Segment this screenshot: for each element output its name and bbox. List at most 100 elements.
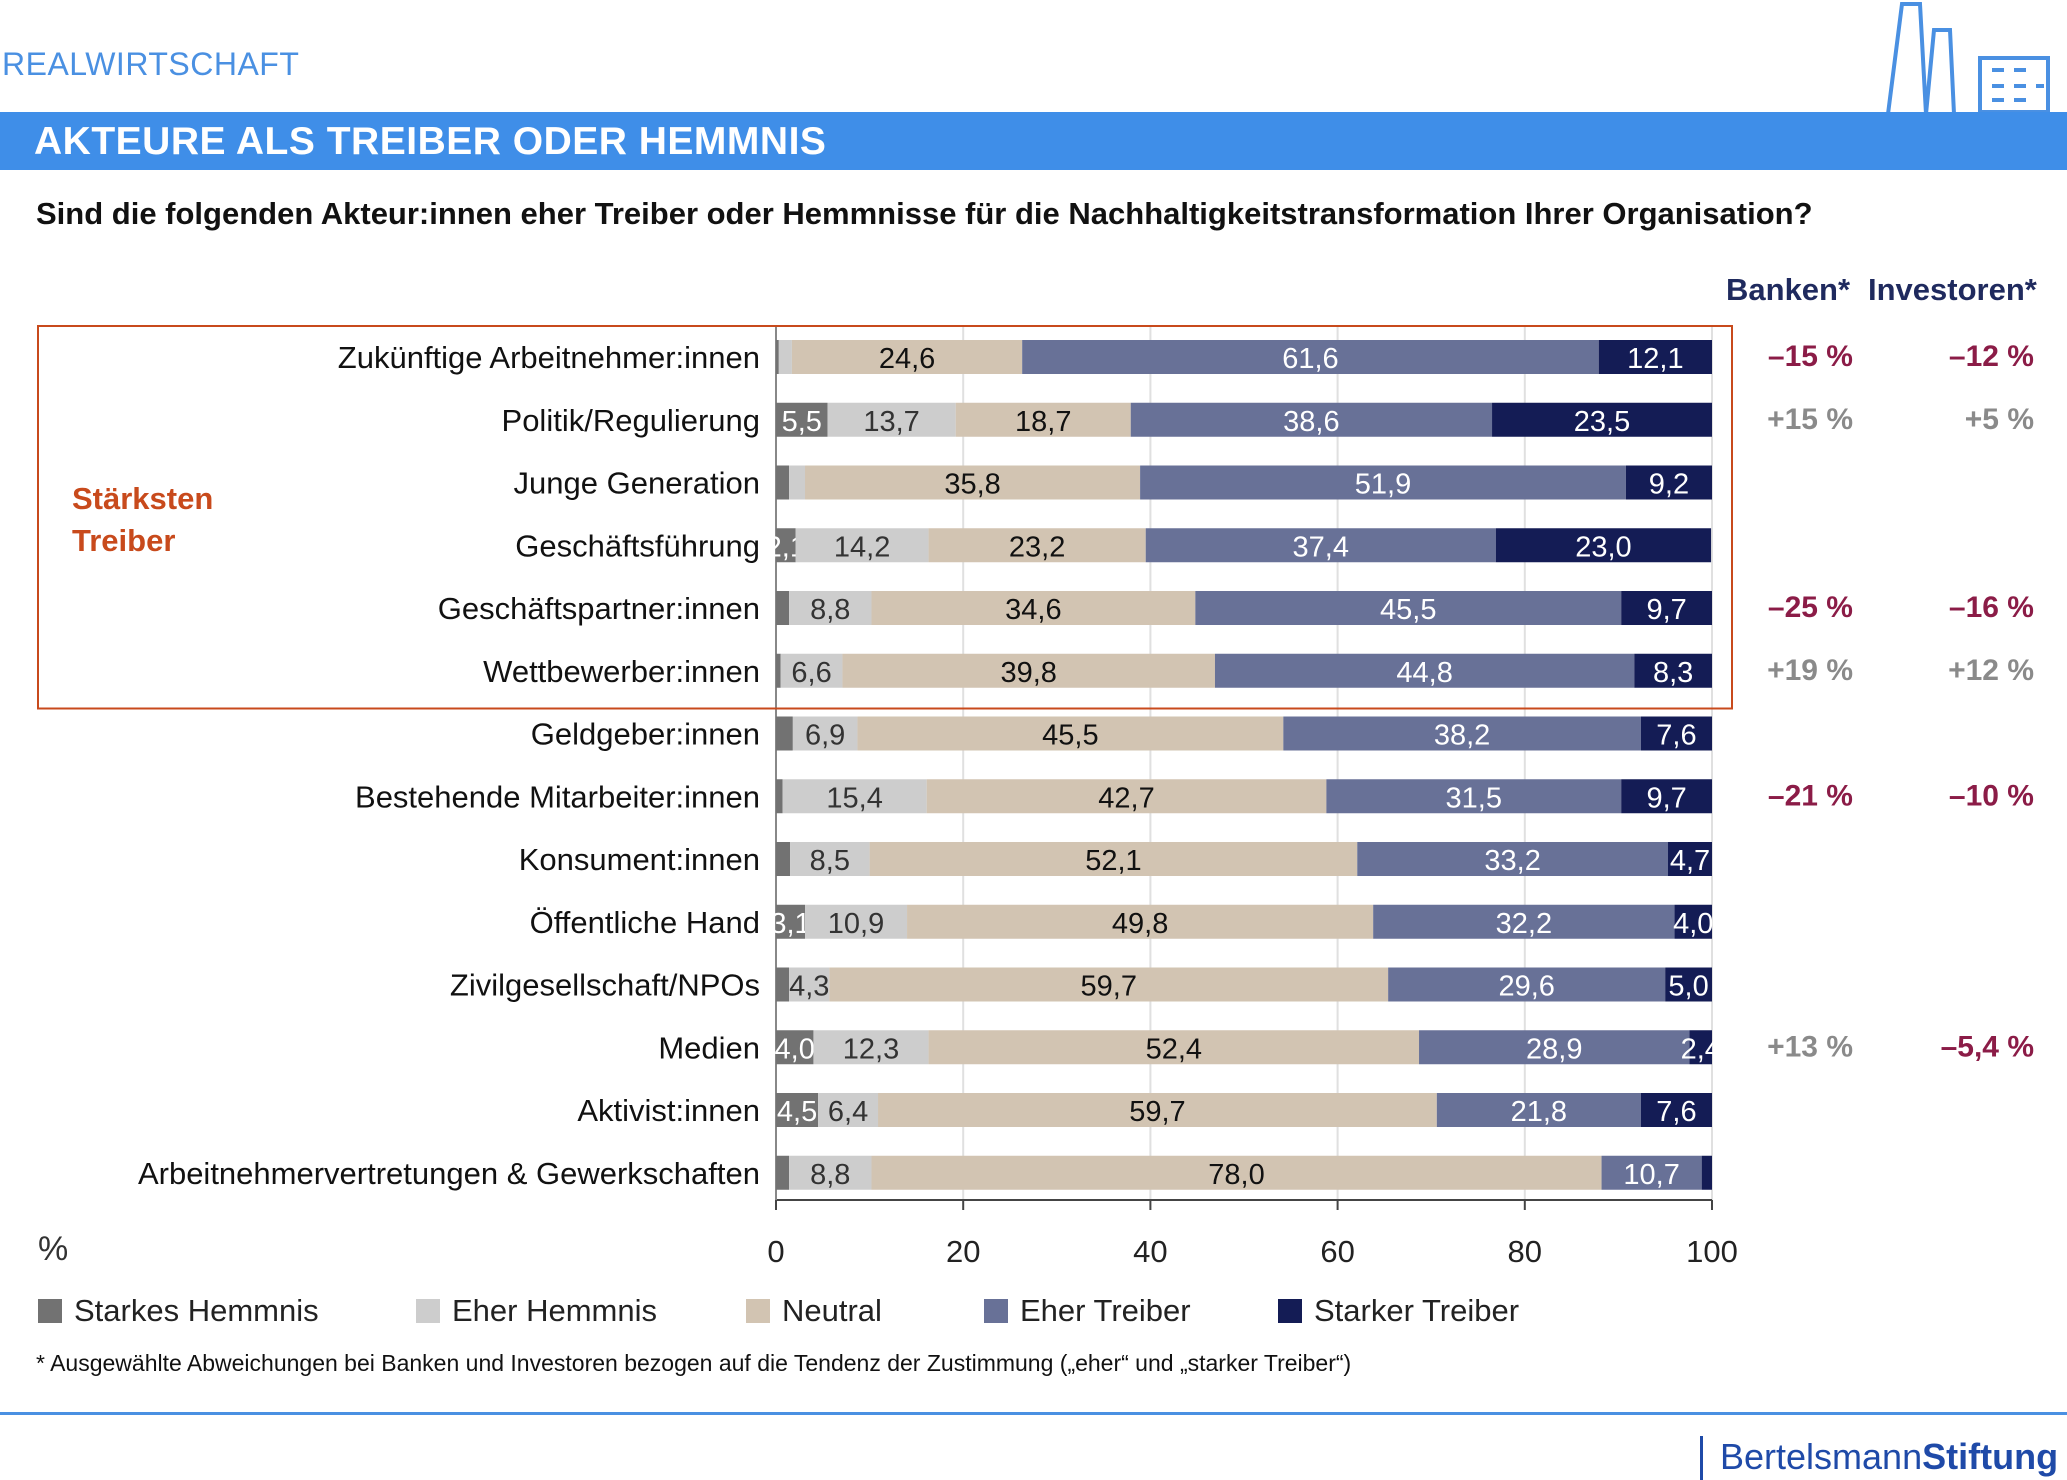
data-label-rather-driver: 33,2 (1484, 845, 1540, 877)
data-label-neutral: 24,6 (879, 343, 935, 375)
data-label-neutral: 59,7 (1081, 971, 1137, 1003)
bar-segment-strong-driver (1495, 528, 1712, 563)
data-label-rather-obstacle: 12,3 (843, 1033, 899, 1065)
bar-segment-strong-obstacle (776, 591, 790, 625)
bar-segment-neutral (878, 1093, 1437, 1127)
investors-delta: –16 % (1949, 591, 2034, 624)
bar-segment-rather-driver (1214, 653, 1635, 688)
section-label: REALWIRTSCHAFT (2, 46, 300, 82)
legend-label-strong-driver: Starker Treiber (1314, 1293, 1519, 1328)
bar-segment-strong-obstacle (776, 1155, 790, 1190)
category-label: Öffentliche Hand (530, 905, 760, 940)
data-label-strong-driver: 9,7 (1646, 594, 1686, 626)
investors-delta: –5,4 % (1941, 1030, 2034, 1063)
data-label-neutral: 78,0 (1208, 1159, 1264, 1191)
bar-segment-neutral (791, 340, 1023, 374)
data-label-rather-driver: 51,9 (1355, 469, 1411, 501)
bar-segment-rather-driver (1357, 842, 1669, 876)
bar-segment-strong-driver (1640, 1093, 1712, 1127)
bar-segment-strong-driver (1701, 1155, 1712, 1190)
legend-swatch-strong-obstacle (38, 1299, 62, 1323)
bar-segment-strong-obstacle (776, 967, 790, 1002)
data-label-strong-driver: 5,0 (1668, 971, 1708, 1003)
x-tick-label: 0 (767, 1234, 784, 1269)
bar-segment-rather-driver (1145, 528, 1496, 563)
bar-segment-strong-obstacle (776, 842, 791, 876)
bar-segment-strong-obstacle (776, 528, 796, 563)
legend-swatch-rather-obstacle (416, 1299, 440, 1323)
data-label-strong-obstacle: 5,5 (782, 406, 822, 438)
brand-part2: Stiftung (1922, 1436, 2059, 1477)
bar-segment-strong-driver (1674, 904, 1712, 939)
investors-delta: +5 % (1965, 403, 2034, 436)
bar-segment-strong-driver (1689, 1030, 1712, 1065)
data-label-strong-driver: 7,6 (1656, 720, 1696, 752)
bar-segment-rather-obstacle (789, 591, 872, 625)
bar-segment-strong-obstacle (776, 402, 828, 437)
bar-segment-rather-driver (1436, 1093, 1641, 1127)
brand-separator (1700, 1436, 1703, 1480)
data-label-rather-obstacle: 14,2 (834, 531, 890, 563)
data-label-rather-obstacle: 4,3 (789, 971, 829, 1003)
category-label: Junge Generation (514, 466, 760, 501)
highlight-label-line1: Stärksten (72, 481, 213, 516)
data-label-strong-driver: 4,0 (1673, 908, 1713, 940)
chart-question: Sind die folgenden Akteur:innen eher Tre… (36, 196, 1813, 231)
bar-segment-neutral (907, 904, 1374, 939)
x-tick-label: 80 (1508, 1234, 1542, 1269)
bar-segment-neutral (871, 1155, 1602, 1190)
bar-segment-rather-obstacle (795, 528, 929, 563)
data-label-rather-obstacle: 8,8 (810, 594, 850, 626)
category-label: Zivilgesellschaft/NPOs (450, 968, 760, 1003)
brand-part1: Bertelsmann (1720, 1436, 1923, 1477)
bar-segment-rather-obstacle (778, 340, 792, 374)
data-label-strong-driver: 12,1 (1627, 343, 1683, 375)
bar-segment-rather-obstacle (792, 716, 858, 751)
bar-segment-neutral (926, 779, 1327, 814)
bar-segment-rather-driver (1283, 716, 1641, 751)
data-label-rather-driver: 28,9 (1526, 1033, 1582, 1065)
data-label-rather-obstacle: 15,4 (826, 782, 882, 814)
data-label-rather-driver: 44,8 (1396, 657, 1452, 689)
bar-segment-rather-obstacle (789, 1155, 872, 1190)
data-label-neutral: 52,1 (1085, 845, 1141, 877)
category-label: Zukünftige Arbeitnehmer:innen (338, 340, 760, 375)
bar-segment-neutral (857, 716, 1284, 751)
category-label: Geschäftsführung (515, 528, 760, 563)
footer-divider (0, 1412, 2067, 1415)
bar-segment-rather-driver (1326, 779, 1622, 814)
banks-delta: +19 % (1767, 654, 1853, 687)
page-title: AKTEURE ALS TREIBER ODER HEMMNIS (34, 120, 827, 163)
bar-segment-strong-obstacle (776, 465, 790, 500)
category-label: Wettbewerber:innen (483, 654, 760, 689)
data-label-rather-obstacle: 6,6 (791, 657, 831, 689)
bar-segment-rather-obstacle (827, 402, 956, 437)
bar-segment-rather-driver (1388, 967, 1666, 1002)
data-label-strong-driver: 9,2 (1649, 469, 1689, 501)
data-label-neutral: 34,6 (1005, 594, 1061, 626)
data-label-rather-driver: 32,2 (1496, 908, 1552, 940)
bar-segment-neutral (842, 653, 1215, 688)
data-label-rather-driver: 31,5 (1446, 782, 1502, 814)
bar-segment-strong-obstacle (776, 716, 793, 751)
data-label-rather-driver: 10,7 (1623, 1159, 1679, 1191)
bar-segment-rather-obstacle (790, 842, 870, 876)
category-label: Geschäftspartner:innen (438, 591, 760, 626)
data-label-rather-driver: 45,5 (1380, 594, 1436, 626)
legend-swatch-neutral (746, 1299, 770, 1323)
bar-segment-rather-obstacle (789, 967, 830, 1002)
x-tick-label: 40 (1133, 1234, 1167, 1269)
investors-delta: –12 % (1949, 340, 2034, 373)
data-label-strong-driver: 2,4 (1681, 1033, 1721, 1065)
investors-delta: +12 % (1948, 654, 2034, 687)
bar-segment-rather-driver (1130, 402, 1493, 437)
data-label-strong-obstacle: 4,5 (777, 1096, 817, 1128)
data-label-rather-obstacle: 6,4 (828, 1096, 868, 1128)
bar-segment-strong-driver (1621, 779, 1712, 814)
bar-segment-neutral (928, 528, 1146, 563)
legend-label-neutral: Neutral (782, 1293, 882, 1328)
column-header-banks: Banken* (1726, 272, 1851, 307)
legend-label-strong-obstacle: Starkes Hemmnis (74, 1293, 319, 1328)
category-label: Konsument:innen (519, 842, 760, 877)
legend-swatch-strong-driver (1278, 1299, 1302, 1323)
